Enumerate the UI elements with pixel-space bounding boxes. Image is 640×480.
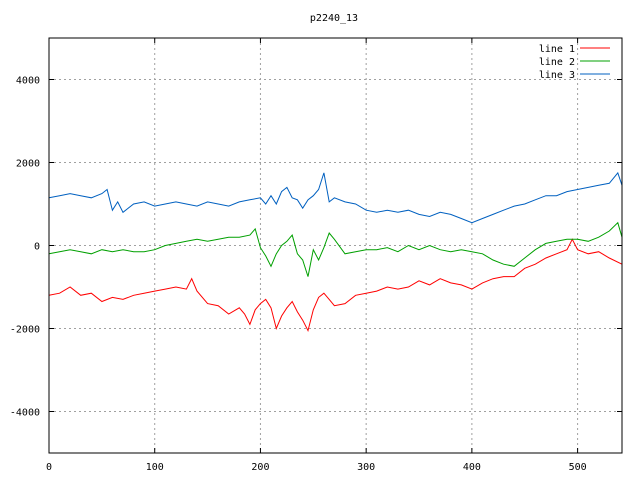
legend-label: line 1 [539,44,575,55]
series-line-3 [48,171,623,224]
series-line-2 [48,221,623,277]
series-line-1 [48,238,623,333]
legend: line 1 line 2 line 3 [539,44,610,81]
y-tick-label: 4000 [16,76,40,87]
x-tick-label: 0 [46,462,52,473]
x-tick-label: 200 [251,462,269,473]
legend-label: line 2 [539,57,575,68]
y-tick-label: 2000 [16,159,40,170]
y-tick-label: -4000 [10,408,40,419]
x-tick-label: 500 [569,462,587,473]
legend-label: line 3 [539,70,575,81]
y-tick-label: -2000 [10,325,40,336]
series-lines [48,171,623,333]
y-tick-label: 0 [34,242,40,253]
chart-title: p2240_13 [310,13,358,24]
x-tick-label: 100 [146,462,164,473]
x-tick-label: 300 [357,462,375,473]
x-tick-label: 400 [463,462,481,473]
axis-ticks: 0 100 200 300 400 500 -4000 -2000 0 2000 4000 [10,38,622,473]
grid-lines [49,38,622,453]
